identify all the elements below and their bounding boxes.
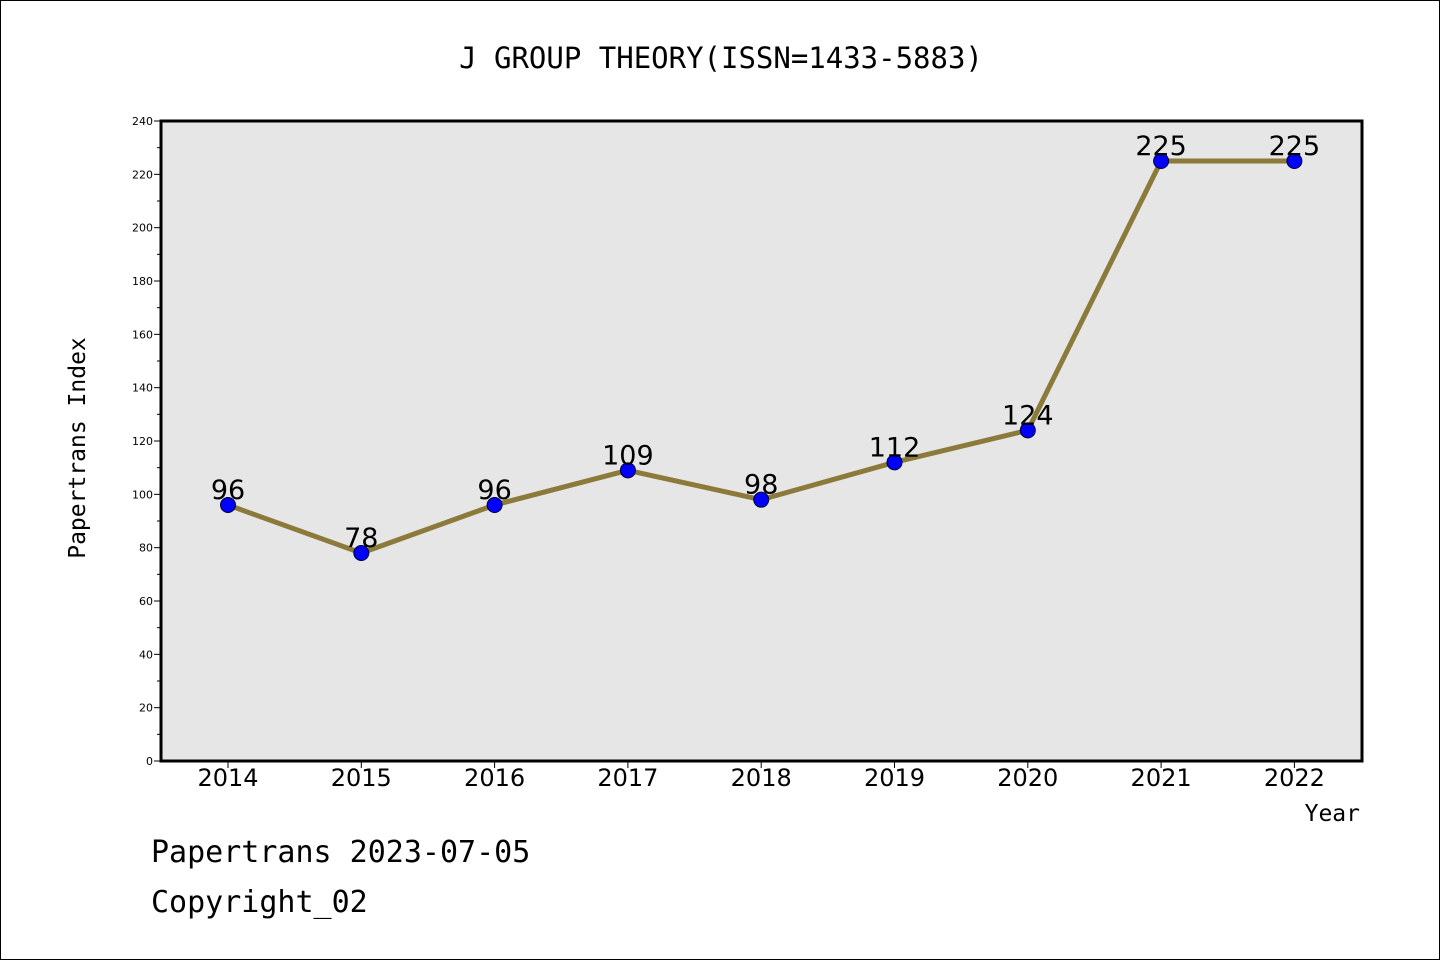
y-axis-label: Papertrans Index [65, 337, 91, 559]
y-tick-label: 0 [146, 755, 153, 768]
x-axis: 2014 2015 2016 2017 2018 2019 2020 2021 2022 [197, 761, 1325, 792]
y-tick-label: 20 [139, 702, 153, 715]
data-label: 112 [869, 432, 921, 463]
data-point [220, 497, 236, 513]
data-point [619, 462, 636, 479]
x-tick-label: 2014 [197, 764, 258, 792]
y-tick-label: 140 [132, 382, 153, 395]
y-tick-label: 40 [139, 648, 153, 661]
data-label: 96 [211, 475, 245, 506]
y-tick-label: 80 [139, 542, 153, 555]
data-label: 78 [344, 523, 378, 554]
plot-area [159, 119, 1364, 763]
footer-copyright: Copyright_02 [151, 885, 368, 920]
data-label: 96 [477, 475, 511, 506]
data-point [486, 497, 503, 513]
y-tick-label: 100 [132, 488, 153, 501]
series-layer: 96 78 96 109 98 112 124 225 225 [211, 131, 1320, 561]
data-label: 109 [602, 440, 654, 471]
y-tick-label: 240 [132, 115, 153, 128]
data-label: 225 [1269, 131, 1321, 162]
y-tick-label: 180 [132, 275, 153, 288]
data-label: 124 [1002, 400, 1054, 431]
data-point [1019, 422, 1036, 439]
x-axis-label: Year [1305, 801, 1360, 827]
x-tick-label: 2018 [731, 764, 792, 792]
y-axis: 0 20 40 60 80 100 120 140 160 180 200 220 240 [132, 115, 161, 768]
data-point [1153, 153, 1170, 169]
x-tick-label: 2015 [331, 764, 392, 792]
data-label: 225 [1135, 131, 1187, 162]
x-tick-label: 2016 [464, 764, 525, 792]
x-tick-label: 2019 [864, 764, 925, 792]
data-point [753, 491, 770, 508]
data-point [353, 545, 370, 561]
x-tick-label: 2020 [997, 764, 1058, 792]
y-tick-label: 220 [132, 168, 153, 181]
footer-date: Papertrans 2023-07-05 [151, 835, 531, 870]
x-tick-label: 2017 [597, 764, 658, 792]
y-tick-label: 120 [132, 435, 153, 448]
x-tick-label: 2021 [1131, 764, 1192, 792]
y-tick-label: 60 [139, 595, 153, 608]
y-tick-label: 200 [132, 222, 153, 235]
y-tick-label: 160 [132, 328, 153, 341]
x-tick-label: 2022 [1264, 764, 1325, 792]
data-point [1286, 153, 1303, 169]
data-label: 98 [744, 470, 778, 501]
chart-title: J GROUP THEORY(ISSN=1433-5883) [459, 41, 983, 75]
data-point [886, 454, 903, 471]
